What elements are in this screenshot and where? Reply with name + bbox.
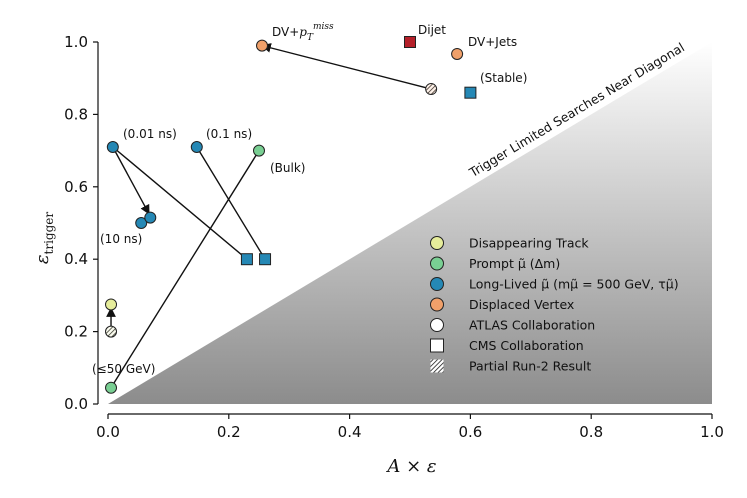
y-ticks: 0.0 0.2 0.4 0.6 0.8 1.0 bbox=[64, 33, 98, 413]
line-ll-001-to-cms bbox=[112, 146, 248, 260]
point-dt-partial bbox=[105, 325, 118, 338]
legend-cms-label: CMS Collaboration bbox=[469, 338, 584, 353]
point-cms-ll-1 bbox=[240, 253, 253, 266]
ann-dv-ptmiss-base: DV+ bbox=[272, 25, 299, 39]
point-ll-10a bbox=[135, 217, 148, 229]
ann-dv-ptmiss-sub: T bbox=[307, 33, 314, 43]
diagonal-shaded-region bbox=[108, 42, 712, 404]
y-axis-label-main: ε bbox=[32, 254, 53, 264]
legend-longlived-marker bbox=[430, 277, 444, 291]
point-bulk bbox=[253, 144, 265, 157]
legend-displaced-marker bbox=[430, 297, 444, 312]
y-tick-label: 0.6 bbox=[64, 178, 88, 196]
legend-longlived-label: Long-Lived μ̃ (mμ̃ = 500 GeV, τμ̃) bbox=[469, 277, 679, 292]
x-tick-label: 0.8 bbox=[579, 423, 603, 441]
point-dv-pt bbox=[256, 39, 269, 52]
x-tick-label: 1.0 bbox=[700, 423, 724, 441]
ann-dvjets: DV+Jets bbox=[468, 35, 517, 49]
legend-atlas-marker bbox=[430, 318, 444, 332]
line-prompt-low-to-bulk bbox=[110, 150, 260, 389]
x-tick-label: 0.2 bbox=[217, 423, 241, 441]
line-dv-arrow bbox=[261, 43, 432, 90]
line-ll-01-to-cms bbox=[196, 146, 266, 260]
y-tick-label: 0.2 bbox=[64, 323, 88, 341]
point-dv-partial bbox=[425, 83, 438, 96]
y-tick-label: 1.0 bbox=[64, 33, 88, 51]
x-axis-label: A × ε bbox=[385, 456, 436, 477]
x-tick-label: 0.0 bbox=[96, 423, 120, 441]
y-tick-label: 0.8 bbox=[64, 105, 88, 123]
legend-disappearing-marker bbox=[430, 236, 444, 250]
ann-dv-ptmiss-p: p bbox=[299, 25, 307, 39]
point-ll-01 bbox=[190, 140, 203, 153]
point-ll-10b bbox=[144, 211, 157, 224]
ann-50-gev: (≤50 GeV) bbox=[92, 362, 155, 376]
x-tick-label: 0.4 bbox=[338, 423, 362, 441]
legend-disappearing-label: Disappearing Track bbox=[469, 236, 589, 251]
point-dijet bbox=[404, 36, 416, 48]
point-prompt-low bbox=[105, 381, 118, 394]
axes bbox=[97, 42, 712, 415]
legend-cms-marker bbox=[430, 338, 444, 353]
data-points bbox=[105, 36, 477, 394]
point-dt bbox=[105, 298, 118, 311]
legend-partial-label: Partial Run-2 Result bbox=[469, 359, 591, 374]
ann-10-ns: (10 ns) bbox=[100, 232, 142, 246]
legend-atlas-label: ATLAS Collaboration bbox=[469, 318, 595, 333]
ann-stable: (Stable) bbox=[480, 71, 527, 85]
y-tick-label: 0.4 bbox=[64, 250, 88, 268]
connector-lines bbox=[106, 43, 432, 389]
point-dv-jets bbox=[451, 47, 464, 60]
y-axis-label: εtrigger bbox=[32, 212, 56, 265]
point-ll-001 bbox=[106, 140, 119, 153]
y-axis-label-subscript: trigger bbox=[42, 212, 56, 255]
x-ticks: 0.0 0.2 0.4 0.6 0.8 1.0 bbox=[96, 414, 724, 441]
ann-dv-ptmiss-sup: miss bbox=[313, 22, 334, 32]
ann-bulk: (Bulk) bbox=[270, 161, 305, 175]
legend-displaced-label: Displaced Vertex bbox=[469, 297, 574, 312]
ann-0-01-ns: (0.01 ns) bbox=[123, 127, 177, 141]
y-tick-label: 0.0 bbox=[64, 395, 88, 413]
legend: Disappearing Track Prompt μ̃ (Δm) Long-Liv… bbox=[430, 236, 679, 374]
legend-prompt-label: Prompt μ̃ (Δm) bbox=[469, 256, 560, 271]
annotations: Dijet DV+Jets (Stable) (0.01 ns) (0.1 ns… bbox=[92, 22, 527, 376]
x-tick-label: 0.6 bbox=[458, 423, 482, 441]
point-stable bbox=[464, 86, 477, 99]
legend-prompt-marker bbox=[430, 256, 444, 271]
ann-dv-ptmiss: DV+pTmiss bbox=[272, 22, 334, 43]
ann-dijet: Dijet bbox=[418, 23, 446, 37]
point-cms-ll-2 bbox=[259, 253, 272, 266]
ann-0-1-ns: (0.1 ns) bbox=[206, 127, 252, 141]
legend-partial-marker bbox=[430, 359, 444, 373]
line-ll-arrow bbox=[112, 146, 150, 215]
